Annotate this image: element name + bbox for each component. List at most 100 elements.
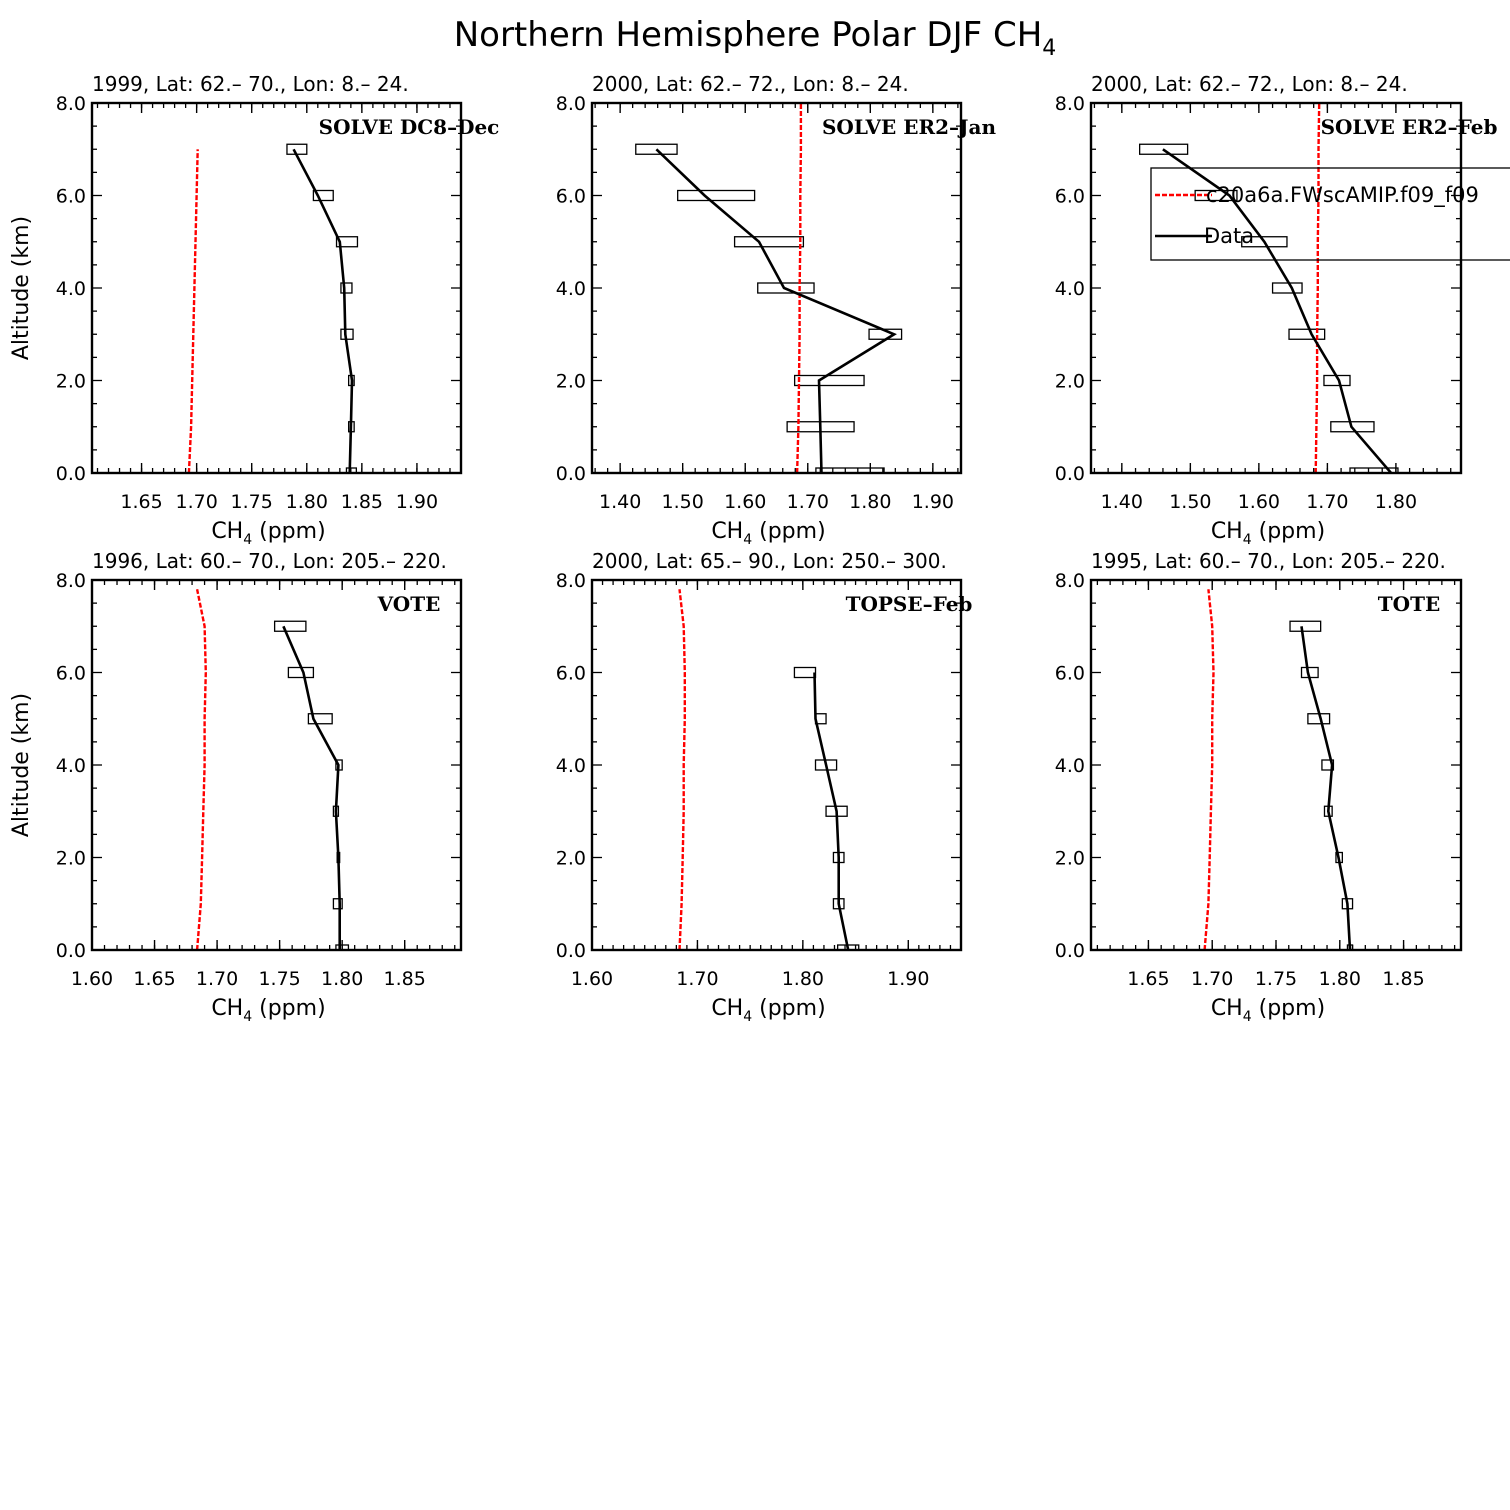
data-range-box: [307, 713, 333, 725]
model-line: [1203, 589, 1215, 950]
x-tick-label: 1.70: [676, 968, 718, 990]
panel-title: 1996, Lat: 60.– 70., Lon: 205.– 220.: [92, 549, 447, 573]
figure-title-main: Northern Hemisphere Polar DJF CH: [454, 15, 1043, 55]
x-axis-label-main: CH: [1211, 996, 1243, 1021]
x-tick-label: 1.65: [1127, 968, 1169, 990]
data-line: [282, 625, 342, 950]
panel-5: 2000, Lat: 65.– 90., Lon: 250.– 300. TOPS…: [556, 549, 973, 1025]
x-tick-label: 1.50: [662, 491, 704, 513]
data-range-box: [757, 282, 815, 294]
model-line: [1314, 103, 1321, 473]
data-range-box: [1321, 759, 1335, 771]
x-axis-label: CH4 (ppm): [1211, 519, 1325, 548]
panel-6: 1995, Lat: 60.– 70., Lon: 205.– 220. TOTE…: [1055, 549, 1463, 1025]
y-tick-label: 0.0: [556, 940, 586, 962]
data-line: [1300, 626, 1352, 950]
y-tick-label: 2.0: [56, 848, 86, 870]
x-axis-label-main: CH: [711, 519, 743, 544]
y-tick-label: 4.0: [1055, 278, 1085, 300]
x-tick-label: 1.70: [787, 491, 829, 513]
y-tick-label: 4.0: [556, 278, 586, 300]
x-tick-label: 1.70: [1306, 491, 1348, 513]
y-tick-label: 2.0: [556, 371, 586, 393]
x-tick-label: 1.40: [599, 491, 641, 513]
x-axis-label-unit: (ppm): [752, 996, 826, 1021]
plot-frame: [590, 101, 963, 475]
legend-data-label: Data: [1204, 224, 1254, 248]
x-axis-label: CH4 (ppm): [711, 996, 825, 1025]
data-range-box: [1349, 467, 1399, 473]
x-tick-label: 1.70: [196, 968, 238, 990]
figure-title-sub: 4: [1042, 36, 1056, 61]
model-line: [795, 103, 803, 473]
x-tick-label: 1.80: [286, 491, 328, 513]
panel-1: 1999, Lat: 62.– 70., Lon: 8.– 24. SOLVE D…: [9, 72, 499, 548]
plot-area: [195, 589, 350, 950]
data-line: [292, 148, 354, 473]
x-axis-label-sub: 4: [243, 532, 252, 548]
y-tick-label: 8.0: [556, 570, 586, 592]
y-tick-label: 6.0: [1055, 186, 1085, 208]
y-tick-label: 2.0: [556, 848, 586, 870]
y-tick-label: 2.0: [1055, 848, 1085, 870]
x-axis-label: CH4 (ppm): [1211, 996, 1325, 1025]
x-axis-label: CH4 (ppm): [211, 519, 325, 548]
plot-area: [678, 589, 860, 950]
legend-model-label: c20a6a.FWscAMIP.f09_f09: [1206, 183, 1479, 208]
plot-frame: [1089, 578, 1463, 952]
y-tick-label: 0.0: [556, 463, 586, 485]
panel-title: 1995, Lat: 60.– 70., Lon: 205.– 220.: [1091, 549, 1446, 573]
data-range-box: [1138, 143, 1189, 155]
x-tick-label: 1.60: [724, 491, 766, 513]
panel-4: 1996, Lat: 60.– 70., Lon: 205.– 220. VOTE…: [9, 549, 463, 1025]
x-tick-label: 1.65: [133, 968, 175, 990]
y-axis-label: Altitude (km): [9, 693, 34, 837]
y-tick-label: 6.0: [1055, 663, 1085, 685]
y-tick-label: 8.0: [1055, 93, 1085, 115]
y-tick-label: 4.0: [1055, 755, 1085, 777]
x-axis-label-sub: 4: [743, 1009, 752, 1025]
ticks: [92, 102, 462, 474]
model-line: [195, 589, 208, 950]
y-tick-label: 6.0: [556, 186, 586, 208]
x-axis-label-main: CH: [211, 519, 243, 544]
plot-frame: [1089, 101, 1463, 475]
x-axis-label: CH4 (ppm): [211, 996, 325, 1025]
data-range-box: [793, 374, 865, 387]
x-tick-label: 1.80: [1375, 491, 1417, 513]
y-tick-label: 6.0: [556, 663, 586, 685]
y-tick-label: 2.0: [1055, 371, 1085, 393]
data-range-box: [286, 143, 308, 155]
x-tick-label: 1.90: [396, 491, 438, 513]
panels: 1999, Lat: 62.– 70., Lon: 8.– 24. SOLVE D…: [9, 72, 1497, 1025]
y-tick-label: 8.0: [1055, 570, 1085, 592]
y-tick-label: 0.0: [1055, 463, 1085, 485]
plot-frame: [90, 101, 463, 475]
x-tick-label: 1.85: [1382, 968, 1424, 990]
x-tick-label: 1.65: [120, 491, 162, 513]
y-tick-label: 4.0: [556, 755, 586, 777]
data-range-box: [335, 236, 359, 248]
plot-area: [187, 143, 359, 473]
x-tick-label: 1.75: [231, 491, 273, 513]
x-tick-label: 1.60: [71, 968, 113, 990]
data-range-box: [1241, 236, 1288, 248]
ticks: [1091, 102, 1461, 474]
x-tick-label: 1.70: [175, 491, 217, 513]
x-tick-label: 1.90: [912, 491, 954, 513]
x-tick-label: 1.80: [1319, 968, 1361, 990]
y-tick-label: 6.0: [56, 186, 86, 208]
data-line: [655, 148, 897, 473]
data-range-box: [1194, 189, 1238, 202]
y-tick-label: 8.0: [556, 93, 586, 115]
model-line: [187, 149, 199, 473]
data-range-box: [635, 143, 678, 155]
y-tick-label: 8.0: [56, 93, 86, 115]
x-axis-label-unit: (ppm): [1252, 996, 1326, 1021]
plot-frame: [590, 578, 963, 952]
panel-3: 2000, Lat: 62.– 72., Lon: 8.– 24. SOLVE E…: [1055, 72, 1498, 548]
panel-2: 2000, Lat: 62.– 72., Lon: 8.– 24. SOLVE E…: [556, 72, 997, 548]
plot-area: [1203, 589, 1354, 950]
campaign-label: TOPSE–Feb: [846, 592, 973, 616]
